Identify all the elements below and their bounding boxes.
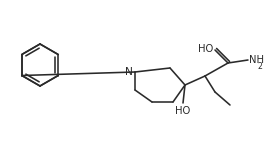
Text: HO: HO	[176, 106, 191, 116]
Text: NH: NH	[249, 55, 264, 65]
Text: HO: HO	[198, 44, 213, 54]
Text: N: N	[125, 67, 133, 77]
Text: 2: 2	[257, 61, 262, 71]
